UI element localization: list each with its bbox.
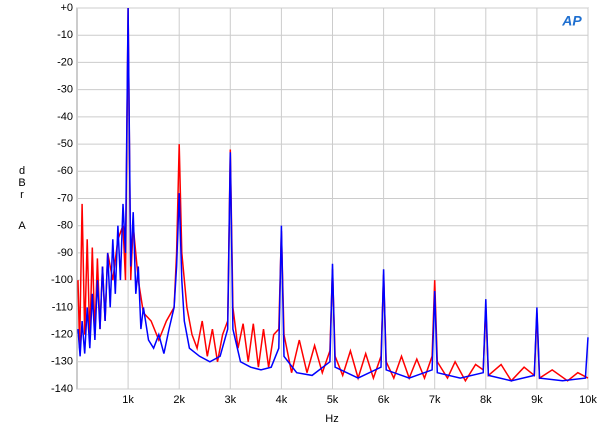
y-tick-label: -110 [52,301,73,313]
y-tick-label: -10 [57,29,73,41]
y-tick-label: -20 [57,56,73,68]
y-tick-label: -50 [57,138,73,150]
y-axis-label: A [16,220,28,232]
x-tick-label: 3k [224,394,236,406]
y-tick-label: -80 [57,220,73,232]
x-tick-label: 4k [276,394,288,406]
x-tick-label: 6k [378,394,390,406]
y-tick-label: -100 [51,274,73,286]
y-tick-label: -90 [57,247,73,259]
y-axis-label: dBr [16,165,28,201]
y-tick-label: -40 [57,111,73,123]
spectrum-line [77,7,589,383]
y-tick-label: -30 [57,84,73,96]
y-tick-label: -140 [51,383,73,395]
y-tick-label: -70 [57,192,73,204]
y-tick-label: -120 [51,328,73,340]
y-tick-label: +0 [60,2,73,14]
spectrum-line [77,7,589,382]
logo: AP [561,13,582,29]
x-tick-label: 7k [429,394,441,406]
x-tick-label: 8k [480,394,492,406]
x-tick-label: 10k [579,394,597,406]
x-tick-label: 1k [122,394,134,406]
x-tick-label: 2k [173,394,185,406]
y-tick-label: -60 [57,165,73,177]
x-axis-label: Hz [325,413,338,425]
x-tick-label: 5k [327,394,339,406]
x-tick-label: 9k [531,394,543,406]
y-tick-label: -130 [51,356,73,368]
